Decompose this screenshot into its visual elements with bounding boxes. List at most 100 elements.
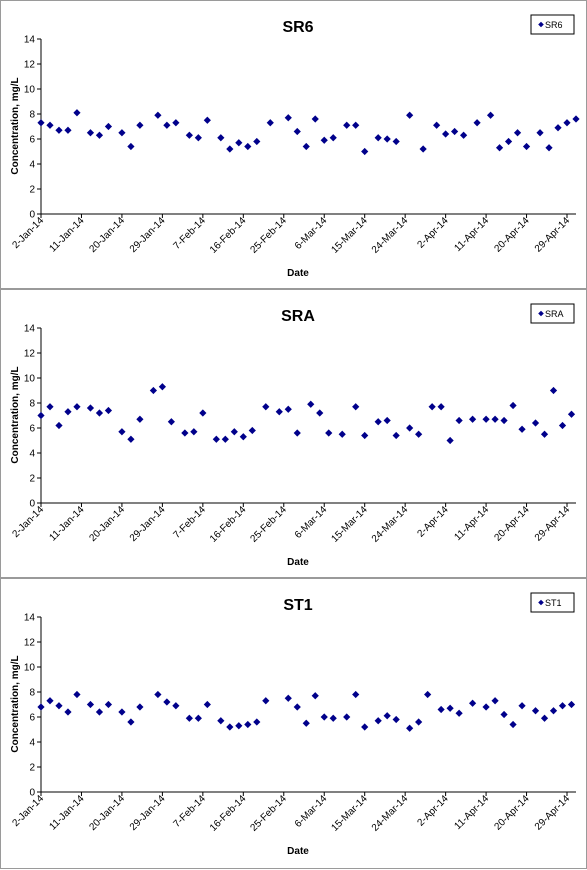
y-tick-label: 10 (24, 85, 36, 96)
x-tick-label: 15-Mar-14 (329, 504, 370, 545)
x-tick-label: 2-Apr-14 (415, 504, 451, 540)
y-axis-title: Concentration, mg/L (10, 77, 21, 174)
x-tick-label: 20-Jan-14 (87, 793, 127, 833)
data-point (149, 386, 157, 395)
data-point (86, 700, 95, 709)
data-point (293, 429, 301, 437)
data-point (163, 121, 171, 129)
data-point (468, 699, 477, 707)
y-tick-label: 14 (24, 35, 36, 46)
y-tick-label: 4 (29, 160, 35, 171)
y-tick-label: 8 (29, 688, 35, 699)
legend-box (530, 14, 575, 35)
x-tick-label: 25-Feb-14 (248, 504, 289, 545)
legend: SR6 (530, 14, 575, 35)
data-point (415, 430, 423, 438)
x-axis-title: Date (287, 268, 309, 279)
data-point (558, 421, 567, 430)
data-point (167, 418, 175, 426)
chart-title: SRA (281, 308, 315, 325)
x-tick-label: 7-Feb-14 (171, 504, 208, 541)
data-point (374, 134, 382, 142)
data-point (46, 697, 54, 705)
data-point (185, 131, 193, 139)
x-tick-label: 16-Feb-14 (208, 793, 249, 834)
data-point (73, 403, 81, 411)
data-point (226, 145, 234, 153)
data-point (64, 708, 72, 716)
y-tick-label: 8 (29, 110, 35, 121)
y-tick-label: 6 (29, 424, 35, 435)
y-tick-label: 8 (29, 399, 35, 410)
data-point (491, 415, 499, 423)
data-point (95, 708, 104, 716)
data-point (203, 700, 211, 709)
data-point (118, 428, 126, 436)
data-point (154, 111, 162, 119)
y-tick-label: 12 (24, 60, 36, 71)
data-point (311, 692, 319, 700)
data-point (244, 142, 252, 151)
chart-panel-sr6: SR6 0 2 4 6 8 10 12 14 2-Jan-14 11-Jan-14 20-Jan-14… (0, 0, 587, 289)
data-point (567, 700, 576, 709)
x-tick-label: 2-Apr-14 (415, 793, 451, 829)
data-point (554, 124, 562, 132)
x-tick-label: 29-Apr-14 (533, 793, 573, 833)
data-point (118, 129, 126, 137)
data-point (73, 109, 81, 117)
data-point (253, 718, 261, 726)
data-point (558, 702, 567, 710)
x-tick-label: 29-Jan-14 (128, 793, 168, 833)
data-point (446, 704, 454, 712)
y-tick-label: 2 (29, 474, 35, 485)
x-tick-label: 25-Feb-14 (248, 793, 289, 834)
data-point (136, 121, 144, 129)
data-point (37, 703, 45, 711)
y-tick-label: 0 (29, 210, 35, 221)
data-point (572, 115, 580, 123)
x-tick-label: 20-Jan-14 (87, 504, 127, 544)
data-point (549, 386, 558, 395)
y-tick-label: 14 (24, 613, 36, 624)
data-point (473, 119, 481, 127)
data-point (495, 144, 504, 152)
data-point (531, 419, 540, 427)
y-tick-label: 10 (24, 374, 36, 385)
x-tick-label: 11-Apr-14 (453, 504, 492, 543)
data-point (338, 430, 346, 438)
data-point (307, 400, 315, 408)
data-point (518, 702, 526, 710)
data-point (383, 712, 391, 720)
y-tick-label: 6 (29, 713, 35, 724)
data-point (194, 134, 202, 142)
data-point (172, 119, 180, 127)
data-point (509, 401, 517, 410)
legend-label: ST1 (545, 598, 562, 608)
data-point (37, 119, 45, 127)
data-point (172, 702, 180, 710)
data-point (392, 431, 400, 440)
y-tick-label: 0 (29, 788, 35, 799)
data-point (244, 720, 252, 729)
data-point (104, 700, 113, 709)
data-point (325, 429, 333, 437)
legend: SRA (530, 303, 575, 324)
data-point (509, 720, 517, 729)
data-point (86, 129, 95, 137)
x-tick-label: 6-Mar-14 (293, 504, 330, 541)
x-tick-label: 7-Feb-14 (171, 793, 208, 830)
data-point (181, 429, 189, 437)
data-point (536, 129, 544, 137)
data-point (248, 426, 256, 435)
data-point (217, 134, 225, 142)
data-point (163, 698, 171, 706)
legend-marker (538, 21, 544, 28)
y-tick-label: 10 (24, 663, 36, 674)
chart-panel-sra: SRA 0 2 4 6 8 10 12 14 2-Jan-14 11-Jan-14 20-Jan-14… (0, 289, 587, 578)
data-point (226, 723, 234, 731)
legend-label: SR6 (545, 20, 563, 30)
data-point (284, 405, 292, 413)
data-point (239, 433, 247, 441)
x-tick-label: 20-Apr-14 (492, 215, 532, 255)
y-tick-label: 2 (29, 763, 35, 774)
